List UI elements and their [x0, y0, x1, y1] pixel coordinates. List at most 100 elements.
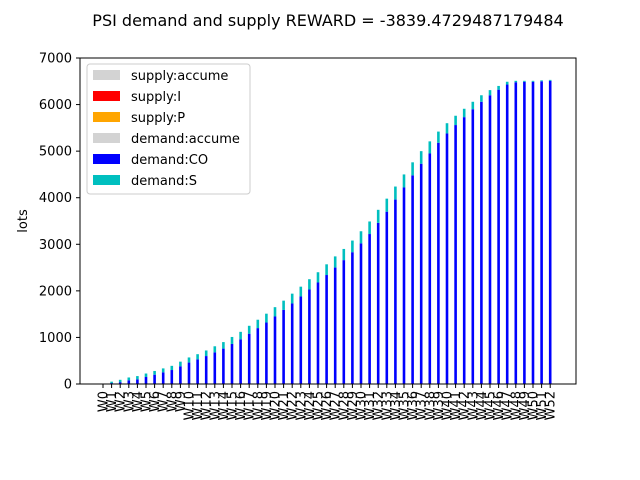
x-tick-label: W39	[432, 391, 447, 420]
x-tick-label: W41	[449, 391, 464, 420]
x-tick-label: W31	[363, 391, 378, 420]
bar-demand-co	[118, 382, 122, 384]
bar-demand-co	[402, 187, 406, 384]
legend: supply:accume supply:I supply:P demand:accu…	[86, 63, 251, 195]
x-tick-label: W45	[484, 391, 499, 420]
bar-demand-s	[419, 151, 423, 164]
bar-demand-s	[325, 264, 328, 276]
bar-demand-co	[368, 234, 371, 384]
bar-demand-co	[153, 374, 156, 384]
bar-demand-co	[230, 343, 234, 384]
x-tick-label: W35	[398, 391, 413, 420]
x-tick-label: W10	[183, 391, 198, 420]
x-tick-label: W28	[337, 391, 352, 420]
bar-demand-s	[351, 240, 354, 253]
y-tick-label: 1000	[39, 331, 72, 346]
x-tick-label: W26	[320, 391, 335, 420]
bar-demand-co	[351, 252, 354, 384]
x-tick-label: W20	[269, 391, 284, 420]
bar-demand-s	[548, 79, 552, 81]
x-tick-label: W24	[303, 391, 318, 420]
bar-demand-s	[505, 81, 509, 85]
bar-demand-co	[462, 117, 466, 385]
x-tick-label: W11	[191, 391, 206, 420]
legend-frame	[86, 63, 251, 195]
x-tick-label: W5	[140, 391, 155, 412]
bar-demand-s	[376, 209, 380, 223]
bar-demand-s	[247, 325, 251, 334]
legend-swatch	[93, 70, 120, 80]
bar-demand-co	[505, 84, 509, 385]
bar-demand-s	[394, 186, 397, 200]
bar-demand-co	[531, 81, 535, 384]
y-axis-label: lots	[16, 209, 31, 233]
x-tick-label: W15	[226, 391, 241, 420]
bar-demand-co	[187, 362, 191, 384]
x-tick-label: W52	[544, 391, 559, 420]
bar-demand-s	[437, 131, 440, 143]
bar-demand-s	[230, 336, 234, 344]
bar-demand-s	[161, 368, 165, 373]
x-tick-label: W37	[415, 391, 430, 420]
x-tick-label: W47	[501, 391, 516, 420]
bar-demand-co	[385, 211, 389, 384]
bar-demand-co	[247, 333, 251, 384]
bar-demand-co	[419, 163, 423, 384]
bar-demand-s	[213, 346, 217, 353]
bar-demand-co	[170, 370, 174, 384]
y-tick-label: 7000	[39, 52, 72, 67]
bar-demand-s	[204, 350, 208, 357]
x-tick-label: W4	[131, 391, 146, 412]
bar-demand-s	[179, 361, 182, 367]
bar-demand-s	[136, 376, 139, 380]
bar-demand-co	[196, 359, 199, 384]
bar-demand-co	[359, 243, 363, 384]
bar-demand-s	[153, 370, 156, 375]
bar-demand-s	[187, 357, 191, 363]
x-tick-label: W50	[527, 391, 542, 420]
x-tick-label: W8	[165, 391, 180, 412]
bar-demand-co	[308, 289, 311, 384]
x-tick-label: W43	[466, 391, 481, 420]
x-tick-label: W23	[294, 391, 309, 420]
x-axis: W0W1W2W3W4W5W6W7W8W9W10W11W12W13W14W15W1…	[97, 384, 559, 420]
y-tick-label: 5000	[39, 145, 72, 160]
bar-demand-co	[325, 275, 328, 384]
legend-label: supply:accume	[131, 69, 228, 84]
bar-demand-s	[540, 80, 543, 82]
bar-demand-co	[523, 81, 526, 384]
plot-frame	[79, 57, 577, 385]
bar-demand-s	[411, 162, 414, 176]
bar-demand-s	[471, 101, 475, 110]
bar-demand-s	[333, 256, 337, 268]
x-tick-label: W42	[458, 391, 473, 420]
bar-demand-co	[333, 267, 337, 384]
bar-demand-s	[428, 141, 432, 154]
x-tick-label: W18	[251, 391, 266, 420]
x-tick-label: W40	[441, 391, 456, 420]
bar-demand-co	[428, 153, 432, 384]
y-tick-label: 0	[64, 378, 72, 393]
x-tick-label: W30	[355, 391, 370, 420]
bar-demand-co	[471, 109, 475, 384]
bar-demand-s	[222, 342, 225, 349]
bar-demand-co	[144, 377, 148, 384]
bar-demand-s	[462, 108, 466, 118]
x-tick-label: W9	[174, 391, 189, 412]
x-tick-label: W14	[217, 391, 232, 420]
legend-swatch	[93, 91, 120, 101]
bar-demand-s	[144, 373, 148, 378]
bar-demand-s	[488, 90, 492, 96]
y-tick-label: 2000	[39, 284, 72, 299]
bar-demand-co	[497, 89, 500, 385]
x-tick-label: W32	[372, 391, 387, 420]
bar-demand-s	[368, 221, 371, 235]
bar-demand-co	[411, 175, 414, 384]
x-tick-label: W13	[208, 391, 223, 420]
bar-demand-s	[118, 379, 122, 383]
x-tick-label: W29	[346, 391, 361, 420]
x-tick-label: W17	[243, 391, 258, 420]
bar-demand-s	[282, 300, 285, 310]
bar-demand-s	[480, 95, 483, 102]
